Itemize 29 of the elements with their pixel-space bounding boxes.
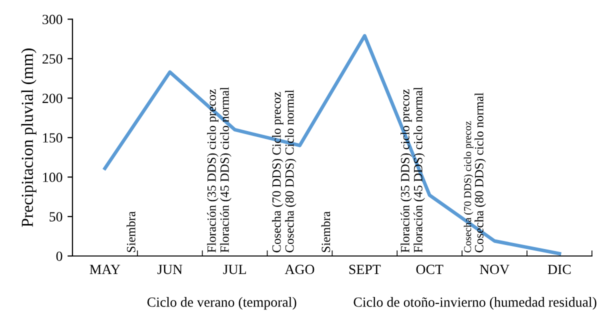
annotation: Cosecha (70 DDS) Ciclo precoz [272,92,284,252]
line-series [103,34,562,256]
annotation: Floración (45 DDS) ciclo normal [414,87,425,252]
annotation: Cosecha (80 DDS) ciclo normal [474,92,486,252]
text: Ciclo de verano (temporal) [147,297,296,310]
y-tick-label: 100 [43,172,62,182]
x-tick-label: DIC [548,264,571,274]
y-tick-label: 50 [50,212,62,222]
y-tick-label: 250 [42,54,62,64]
x-tick-label: MAY [90,264,120,274]
annotation: Floración (35 DDS) ciclo precoz [207,89,218,252]
text: Ciclo de otoño-invierno (humedad residual) [354,297,596,310]
x-tick-label: NOV [480,264,510,274]
y-tick-label: 300 [42,14,62,24]
x-tick-label: JUL [223,264,246,274]
annotation: Siembra [321,211,330,252]
annotation: Cosecha (70 DDS) ciclo precoz [464,121,474,252]
y-tick-label: 0 [56,252,62,261]
x-tick-label: AGO [284,264,314,274]
x-tick-label: OCT [416,264,444,274]
y-tick-label: 200 [42,94,62,104]
y-axis-title: Precipitacion pluvial (mm) [21,48,36,227]
annotation: Floración (45 DDS) ciclo normal [220,87,232,252]
y-tick-label: 150 [43,133,62,143]
annotation: Cosecha (80 DDS) Ciclo normal [284,90,296,252]
x-tick-label: JUN [157,264,182,274]
annotation: Floración (35 DDS) ciclo precoz [400,89,412,252]
x-tick-label: SEPT [349,264,381,274]
annotation: Siembra [126,211,136,252]
